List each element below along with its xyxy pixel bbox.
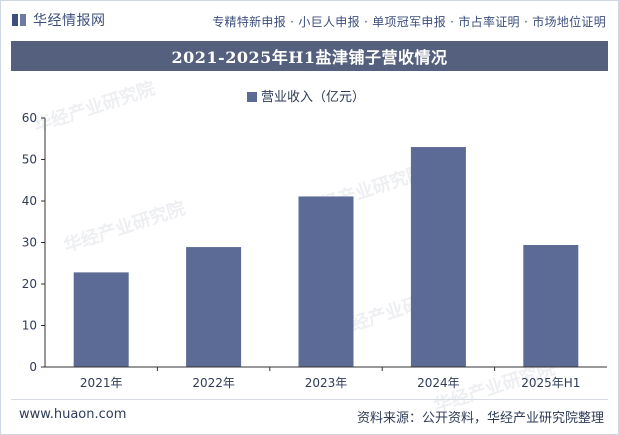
footer-divider <box>11 399 608 400</box>
footer: www.huaon.com 资料来源：公开资料，华经产业研究院整理 <box>1 399 618 429</box>
chart-title: 2021-2025年H1盐津铺子营收情况 <box>171 48 448 67</box>
y-tick-label: 60 <box>22 111 37 125</box>
bars <box>73 147 579 367</box>
brand-logo[interactable]: 华经情报网 <box>11 11 106 29</box>
logo-icon <box>12 14 26 26</box>
website-link[interactable]: www.huaon.com <box>19 407 127 422</box>
service-links[interactable]: 专精特新申报 · 小巨人申报 · 单项冠军申报 · 市占率证明 · 市场地位证明 <box>212 15 606 29</box>
y-tick-label: 40 <box>22 194 37 208</box>
y-tick-label: 10 <box>22 319 37 333</box>
top-bar: 华经情报网 专精特新申报 · 小巨人申报 · 单项冠军申报 · 市占率证明 · … <box>1 1 618 37</box>
y-tick-label: 50 <box>22 153 37 167</box>
y-tick-label: 0 <box>29 360 37 374</box>
y-tick-label: 30 <box>22 236 37 250</box>
logo-text: 华经情报网 <box>33 13 106 29</box>
x-tick-label: 2023年 <box>305 376 348 390</box>
bar <box>410 147 466 367</box>
legend-label: 营业收入（亿元） <box>261 90 365 105</box>
source-note: 资料来源：公开资料，华经产业研究院整理 <box>356 411 604 426</box>
x-tick-label: 2021年 <box>80 376 123 390</box>
bar <box>298 196 354 367</box>
y-tick-label: 20 <box>22 277 37 291</box>
x-tick-label: 2022年 <box>192 376 235 390</box>
legend-swatch <box>247 92 257 102</box>
x-tick-label: 2025年H1 <box>521 376 580 390</box>
chart-title-bar: 2021-2025年H1盐津铺子营收情况 <box>11 41 608 71</box>
bar <box>186 247 242 367</box>
legend: 营业收入（亿元） <box>247 90 365 105</box>
y-axis: 0 10 20 30 40 50 60 <box>22 111 46 374</box>
x-tick-label: 2024年 <box>417 376 460 390</box>
bar <box>73 272 129 367</box>
bar <box>523 244 579 367</box>
x-axis-labels: 2021年 2022年 2023年 2024年 2025年H1 <box>80 367 580 390</box>
